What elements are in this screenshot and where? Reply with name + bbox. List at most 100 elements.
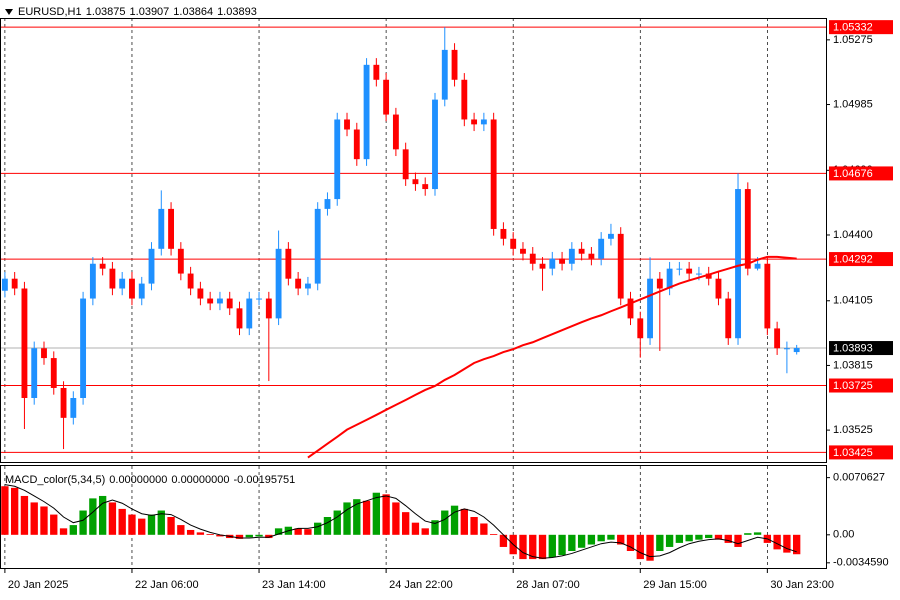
- indicator-name: MACD_color(5,34,5): [5, 474, 105, 486]
- macd-bar: [460, 508, 468, 535]
- macd-bar: [626, 534, 635, 551]
- macd-bar: [382, 494, 390, 535]
- macd-bar: [441, 510, 449, 535]
- macd-bar: [147, 514, 156, 535]
- macd-bar: [480, 523, 488, 535]
- macd-bar: [20, 495, 29, 535]
- axes: 1.052751.049851.046901.044001.041051.038…: [4, 20, 893, 591]
- y-tick-label: 1.04985: [833, 98, 873, 110]
- readout: -0.00195751: [234, 474, 296, 486]
- level-label: 1.03425: [833, 447, 873, 459]
- candle-body: [676, 268, 683, 270]
- candle-body: [344, 119, 350, 130]
- macd-bar: [587, 534, 596, 545]
- macd-bar: [402, 512, 410, 535]
- macd-bar: [304, 529, 312, 535]
- macd-bar: [108, 502, 117, 535]
- candle-body: [559, 258, 566, 264]
- macd-bar: [362, 500, 371, 535]
- candle-body: [422, 184, 429, 190]
- macd-bar: [372, 492, 381, 535]
- level-label: 1.04676: [833, 168, 873, 180]
- candle-body: [490, 119, 497, 229]
- macd-bar: [245, 534, 253, 538]
- candle-body: [383, 79, 390, 115]
- candle-body: [207, 298, 214, 304]
- macd-bar: [734, 534, 742, 547]
- x-tick-label: 22 Jan 06:00: [135, 579, 199, 591]
- candle-body: [568, 248, 575, 264]
- candle-body: [168, 208, 174, 249]
- candle-body: [549, 258, 556, 269]
- last-price-label: 1.03893: [833, 342, 873, 354]
- candle-body: [764, 263, 771, 329]
- macd-bar: [665, 534, 674, 547]
- macd-bar: [1, 486, 9, 535]
- candle-body: [392, 114, 399, 150]
- candle-body: [451, 49, 458, 80]
- level-label: 1.04292: [833, 253, 873, 265]
- candle-body: [99, 263, 106, 269]
- macd-bar: [30, 502, 38, 535]
- macd-bar: [431, 520, 439, 535]
- candle-body: [695, 273, 702, 275]
- candle-body: [334, 119, 341, 200]
- y-tick-label: 1.04105: [833, 295, 873, 307]
- candle-body: [109, 268, 116, 289]
- macd-bar: [157, 510, 165, 535]
- candle-body: [236, 308, 243, 329]
- high-readout: 1.03907: [130, 6, 170, 18]
- macd-bar: [167, 517, 175, 535]
- x-tick-label: 30 Jan 23:00: [770, 579, 834, 591]
- candle-body: [256, 298, 262, 300]
- macd-bar: [265, 534, 273, 539]
- moving-average: [307, 255, 797, 459]
- candle-body: [617, 233, 624, 299]
- macd-bar: [597, 534, 605, 542]
- macd-bar: [607, 534, 615, 540]
- price-panel: [0, 26, 826, 459]
- macd-bar: [98, 495, 107, 535]
- y-tick-label: 1.05275: [833, 34, 873, 46]
- close-readout: 1.03893: [217, 6, 257, 18]
- macd-bar: [470, 517, 478, 535]
- candle-body: [197, 288, 204, 299]
- macd-bar: [323, 517, 332, 535]
- macd-bar: [314, 522, 322, 535]
- level-label: 1.05332: [833, 22, 873, 34]
- candle-body: [402, 149, 409, 180]
- candle-body: [373, 64, 380, 80]
- candle-body: [275, 248, 282, 319]
- macd-bar: [499, 534, 508, 547]
- candle-body: [539, 263, 546, 269]
- candle-body: [725, 298, 732, 339]
- readout: 0.00000000: [171, 474, 229, 486]
- open-readout: 1.03875: [86, 6, 126, 18]
- candle-body: [363, 64, 370, 160]
- candle-body: [500, 228, 507, 239]
- macd-bar: [196, 532, 205, 535]
- candle-body: [226, 298, 233, 309]
- macd-bar: [685, 534, 693, 542]
- macd-bar: [617, 534, 625, 545]
- macd-bar: [235, 534, 244, 539]
- candle-body: [1, 278, 8, 291]
- macd-bar: [411, 522, 420, 535]
- candle-body: [715, 278, 722, 299]
- collapse-icon[interactable]: [5, 9, 13, 15]
- macd-bar: [529, 534, 537, 560]
- candle-body: [60, 387, 67, 418]
- candle-body: [754, 263, 761, 269]
- candle-body: [461, 79, 468, 120]
- level-label-box: [829, 20, 893, 35]
- macd-bar: [519, 534, 527, 560]
- macd-bar: [128, 514, 136, 535]
- candle-body: [666, 268, 673, 289]
- candle-body: [598, 238, 605, 259]
- signal-line: [4, 484, 797, 559]
- macd-bar: [79, 510, 87, 535]
- candle-body: [471, 119, 478, 125]
- x-tick-label: 20 Jan 2025: [8, 579, 69, 591]
- level-label-box: [829, 378, 893, 393]
- candle-body: [441, 49, 448, 100]
